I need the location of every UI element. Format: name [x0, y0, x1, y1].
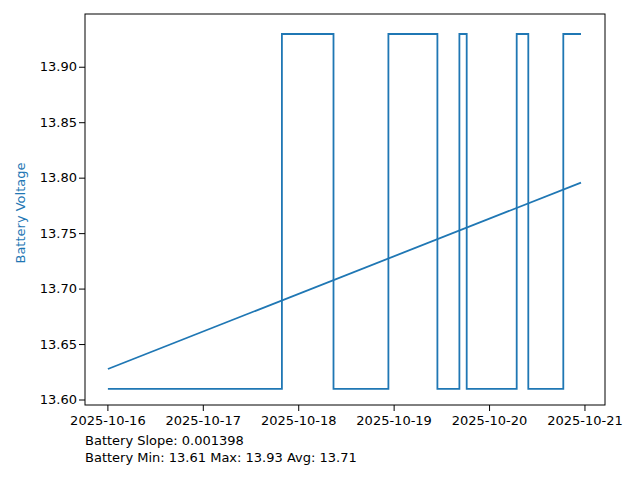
battery-voltage-chart: Battery Voltage Battery Slope: 0.001398 … [0, 0, 640, 480]
x-tick-label: 2025-10-19 [356, 413, 432, 429]
x-tick-label: 2025-10-16 [70, 413, 146, 429]
slope-annotation: Battery Slope: 0.001398 [85, 433, 244, 449]
stats-annotation: Battery Min: 13.61 Max: 13.93 Avg: 13.71 [85, 450, 357, 466]
y-tick-label: 13.80 [27, 170, 77, 186]
x-tick-label: 2025-10-20 [452, 413, 528, 429]
y-tick-label: 13.70 [27, 281, 77, 297]
x-tick-label: 2025-10-18 [261, 413, 337, 429]
y-tick-label: 13.85 [27, 115, 77, 131]
y-tick-label: 13.65 [27, 337, 77, 353]
y-tick-label: 13.60 [27, 392, 77, 408]
x-tick-label: 2025-10-17 [166, 413, 242, 429]
y-tick-label: 13.90 [27, 59, 77, 75]
series-battery-trend [108, 183, 581, 369]
x-tick-label: 2025-10-21 [547, 413, 623, 429]
plot-area [0, 0, 640, 480]
y-tick-label: 13.75 [27, 226, 77, 242]
